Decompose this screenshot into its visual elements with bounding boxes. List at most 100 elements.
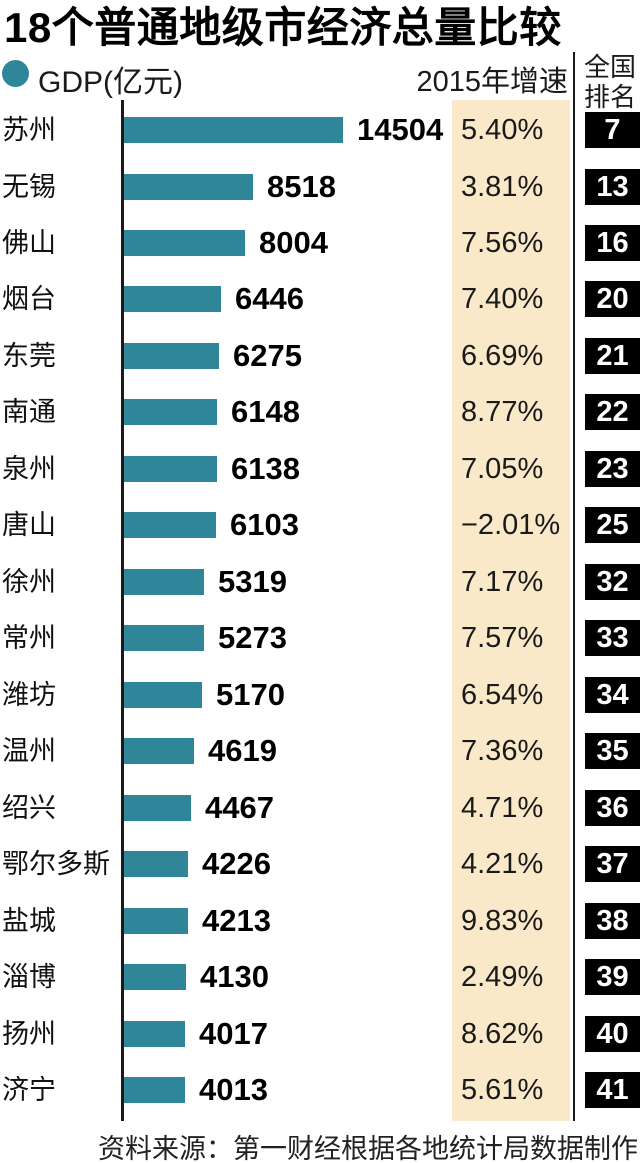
gdp-legend-label: GDP(亿元) bbox=[38, 66, 183, 99]
growth-value: −2.01% bbox=[461, 509, 561, 542]
rank-badge: 21 bbox=[585, 337, 640, 374]
rank-badge: 33 bbox=[585, 620, 640, 657]
growth-value: 8.62% bbox=[461, 1017, 544, 1050]
rank-badge: 16 bbox=[585, 224, 640, 261]
rank-badge: 39 bbox=[585, 959, 640, 995]
gdp-value: 6148 bbox=[231, 394, 300, 430]
gdp-bar bbox=[124, 625, 204, 652]
city-label: 无锡 bbox=[2, 171, 56, 202]
growth-value: 4.21% bbox=[461, 848, 544, 881]
city-label: 济宁 bbox=[2, 1075, 56, 1105]
rank-badge: 35 bbox=[585, 733, 640, 770]
chart-row: 绍兴 4467 4.71% 36 bbox=[0, 781, 640, 835]
chart-row: 东莞 6275 6.69% 21 bbox=[0, 329, 640, 383]
growth-value: 8.77% bbox=[461, 396, 544, 429]
rank-badge: 32 bbox=[585, 563, 640, 600]
growth-value: 7.40% bbox=[461, 283, 544, 316]
city-label: 南通 bbox=[2, 397, 56, 428]
growth-value: 7.56% bbox=[461, 226, 544, 259]
gdp-bar bbox=[124, 173, 253, 200]
city-label: 佛山 bbox=[2, 227, 56, 258]
gdp-bar bbox=[124, 794, 192, 821]
gdp-value: 4013 bbox=[199, 1072, 268, 1107]
gdp-value: 5319 bbox=[218, 563, 287, 599]
growth-value: 4.71% bbox=[461, 791, 544, 824]
city-label: 唐山 bbox=[2, 510, 56, 541]
gdp-bar bbox=[124, 1077, 185, 1103]
gdp-bar bbox=[124, 568, 205, 595]
chart-title: 18个普通地级市经济总量比较 bbox=[4, 4, 562, 51]
growth-highlight-column bbox=[452, 100, 570, 1121]
rank-badge: 38 bbox=[585, 902, 640, 939]
gdp-bar bbox=[124, 738, 194, 765]
growth-value: 9.83% bbox=[461, 904, 544, 937]
city-label: 泉州 bbox=[2, 453, 56, 484]
gdp-value: 8518 bbox=[267, 168, 336, 204]
rank-badge: 7 bbox=[585, 112, 640, 148]
gdp-value: 6103 bbox=[230, 507, 299, 543]
city-label: 常州 bbox=[2, 623, 56, 654]
growth-value: 2.49% bbox=[461, 961, 544, 993]
chart-row: 扬州 4017 8.62% 40 bbox=[0, 1007, 640, 1061]
gdp-bar bbox=[124, 907, 188, 934]
growth-value: 6.54% bbox=[461, 678, 544, 711]
city-label: 苏州 bbox=[2, 115, 56, 145]
rank-header-line2: 排名 bbox=[584, 82, 637, 112]
rank-column-header: 全国 排名 bbox=[584, 52, 636, 112]
growth-value: 5.40% bbox=[461, 114, 544, 146]
gdp-value: 4130 bbox=[200, 959, 269, 994]
gdp-value: 4467 bbox=[205, 789, 274, 825]
source-note: 资料来源：第一财经根据各地统计局数据制作 bbox=[98, 1134, 638, 1163]
rank-badge: 13 bbox=[585, 168, 640, 205]
chart-row: 南通 6148 8.77% 22 bbox=[0, 385, 640, 439]
chart-row: 苏州 14504 5.40% 7 bbox=[0, 103, 640, 157]
gdp-bar bbox=[124, 117, 343, 143]
gdp-value: 4017 bbox=[199, 1015, 268, 1051]
chart-row: 泉州 6138 7.05% 23 bbox=[0, 442, 640, 496]
rank-badge: 23 bbox=[585, 450, 640, 487]
gdp-value: 5170 bbox=[216, 676, 285, 712]
gdp-bar bbox=[124, 286, 222, 313]
gdp-value: 6275 bbox=[233, 337, 302, 373]
growth-value: 5.61% bbox=[461, 1074, 544, 1106]
growth-value: 7.57% bbox=[461, 622, 544, 655]
rank-badge: 22 bbox=[585, 394, 640, 431]
gdp-value: 6138 bbox=[231, 450, 300, 486]
city-label: 东莞 bbox=[2, 340, 56, 371]
gdp-bar bbox=[124, 342, 219, 369]
y-axis-line bbox=[121, 100, 124, 1121]
chart-row: 常州 5273 7.57% 33 bbox=[0, 611, 640, 665]
gdp-bar bbox=[124, 1020, 185, 1047]
growth-value: 7.36% bbox=[461, 735, 544, 768]
chart-row: 无锡 8518 3.81% 13 bbox=[0, 160, 640, 214]
gdp-value: 8004 bbox=[259, 224, 328, 260]
rank-separator-line bbox=[573, 52, 575, 1121]
city-label: 温州 bbox=[2, 736, 56, 767]
gdp-value: 4619 bbox=[208, 733, 277, 769]
chart-row: 烟台 6446 7.40% 20 bbox=[0, 272, 640, 326]
gdp-bar bbox=[124, 851, 188, 878]
gdp-bar bbox=[124, 455, 217, 482]
rank-header-line1: 全国 bbox=[584, 52, 637, 82]
city-label: 徐州 bbox=[2, 566, 56, 597]
rank-badge: 40 bbox=[585, 1015, 640, 1052]
gdp-value: 14504 bbox=[357, 112, 444, 147]
city-label: 盐城 bbox=[2, 905, 56, 936]
chart-row: 潍坊 5170 6.54% 34 bbox=[0, 668, 640, 722]
chart-row: 淄博 4130 2.49% 39 bbox=[0, 950, 640, 1004]
gdp-bar bbox=[124, 399, 217, 426]
growth-value: 7.05% bbox=[461, 452, 544, 485]
rank-badge: 36 bbox=[585, 789, 640, 826]
rank-badge: 34 bbox=[585, 676, 640, 713]
gdp-bar bbox=[124, 229, 245, 256]
gdp-value: 6446 bbox=[235, 281, 304, 317]
city-label: 扬州 bbox=[2, 1018, 56, 1049]
city-label: 绍兴 bbox=[2, 792, 56, 823]
chart-row: 佛山 8004 7.56% 16 bbox=[0, 216, 640, 270]
chart-row: 唐山 6103 −2.01% 25 bbox=[0, 498, 640, 552]
growth-value: 3.81% bbox=[461, 170, 544, 203]
gdp-bar bbox=[124, 512, 217, 539]
chart-row: 盐城 4213 9.83% 38 bbox=[0, 894, 640, 948]
rank-badge: 41 bbox=[585, 1072, 640, 1108]
